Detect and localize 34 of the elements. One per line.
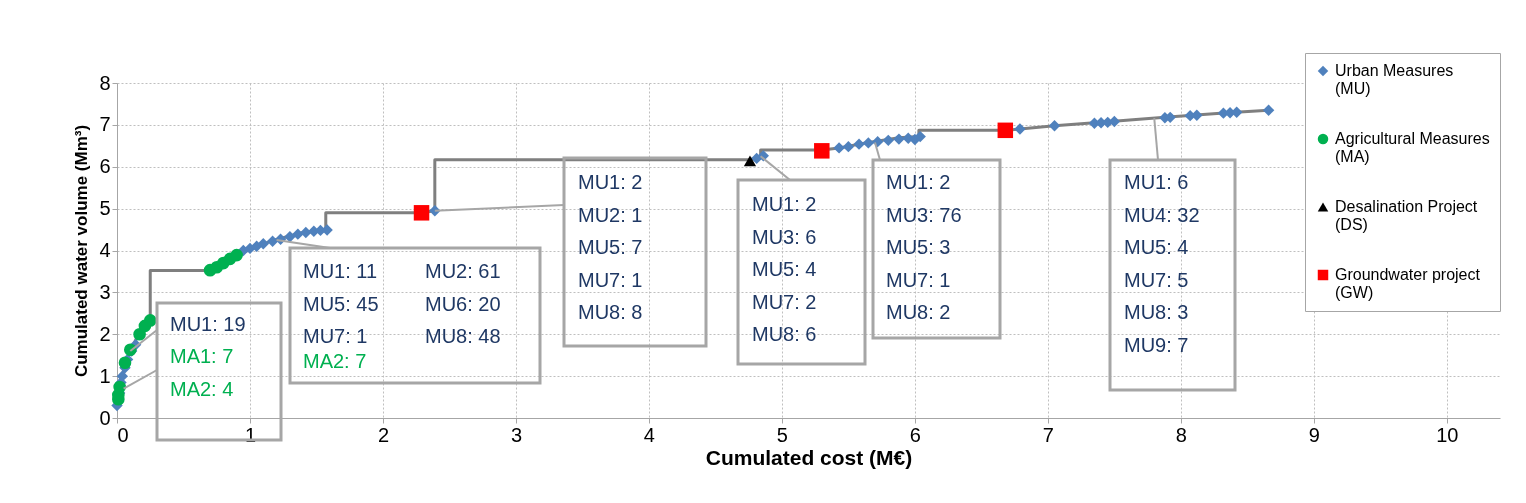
y-tick-label: 3 (99, 280, 111, 303)
annotation: MU1: 2 MU2: 1 MU5: 7 MU7: 1 MU8: 8 (578, 171, 643, 323)
legend-label: Urban Measures (MU) (1335, 62, 1454, 97)
y-tick-label: 4 (99, 239, 111, 261)
x-tick-label: 2 (377, 423, 390, 446)
x-tick-label: 3 (510, 423, 522, 446)
x-tick-label: 9 (1308, 423, 1320, 446)
x-tick-label: 7 (1042, 423, 1054, 446)
x-tick-label: 5 (776, 423, 788, 446)
annotation: MU1: 11 MU5: 45 MU7: 1 (303, 260, 379, 347)
y-tick-label: 1 (99, 364, 111, 387)
y-axis-title: Cumulated water volume (Mm³) (72, 124, 92, 378)
annotation: MU1: 6 MU4: 32 MU5: 4 MU7: 5 MU8: 3 MU9: 7 (1124, 171, 1200, 356)
y-tick-label: 2 (99, 322, 111, 345)
x-tick-label: 4 (643, 423, 655, 446)
y-tick-label: 5 (99, 197, 111, 220)
y-tick-label: 6 (99, 155, 111, 178)
x-tick-label: 6 (909, 423, 921, 446)
y-tick-label: 7 (99, 113, 111, 136)
annotation: MU2: 61 MU6: 20 MU8: 48 (425, 260, 501, 347)
x-axis-title: Cumulated cost (M€) (705, 445, 913, 469)
legend-label: Agricultural Measures (MA) (1335, 130, 1490, 165)
x-tick-label: 10 (1436, 423, 1459, 446)
y-tick-label: 8 (99, 71, 111, 94)
legend-label: Desalination Project (DS) (1335, 198, 1478, 233)
x-tick-label: 0 (117, 423, 129, 446)
annotation: MU1: 19 (170, 313, 246, 335)
y-tick-label: 0 (99, 406, 111, 429)
annotation: MA2: 7 (303, 350, 367, 372)
annotation: MA1: 7 MA2: 4 (170, 345, 234, 400)
annotation: MU1: 2 MU3: 6 MU5: 4 MU7: 2 MU8: 6 (752, 193, 817, 345)
x-tick-label: 8 (1175, 423, 1187, 446)
legend-label: Groundwater project (GW) (1335, 266, 1481, 301)
annotation: MU1: 2 MU3: 76 MU5: 3 MU7: 1 MU8: 2 (886, 171, 962, 323)
